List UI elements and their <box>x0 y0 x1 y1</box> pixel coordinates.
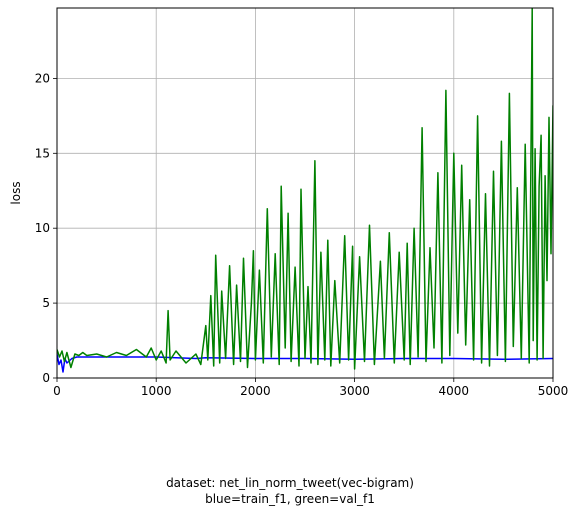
y-tick-label: 20 <box>35 71 50 85</box>
y-tick-label: 15 <box>35 146 50 160</box>
x-tick-label: 2000 <box>240 384 271 398</box>
x-tick-label: 5000 <box>538 384 569 398</box>
y-tick-label: 0 <box>42 371 50 385</box>
x-tick-label: 1000 <box>141 384 172 398</box>
y-tick-label: 10 <box>35 221 50 235</box>
y-tick-label: 5 <box>42 296 50 310</box>
x-tick-label: 0 <box>53 384 61 398</box>
series-lines <box>57 8 553 372</box>
caption-legend: blue=train_f1, green=val_f1 <box>0 491 580 507</box>
caption-dataset: dataset: net_lin_norm_tweet(vec-bigram) <box>0 475 580 491</box>
y-axis-label: loss <box>9 181 23 204</box>
series-line-green <box>57 8 553 369</box>
x-tick-label: 3000 <box>339 384 370 398</box>
x-tick-label: 4000 <box>439 384 470 398</box>
